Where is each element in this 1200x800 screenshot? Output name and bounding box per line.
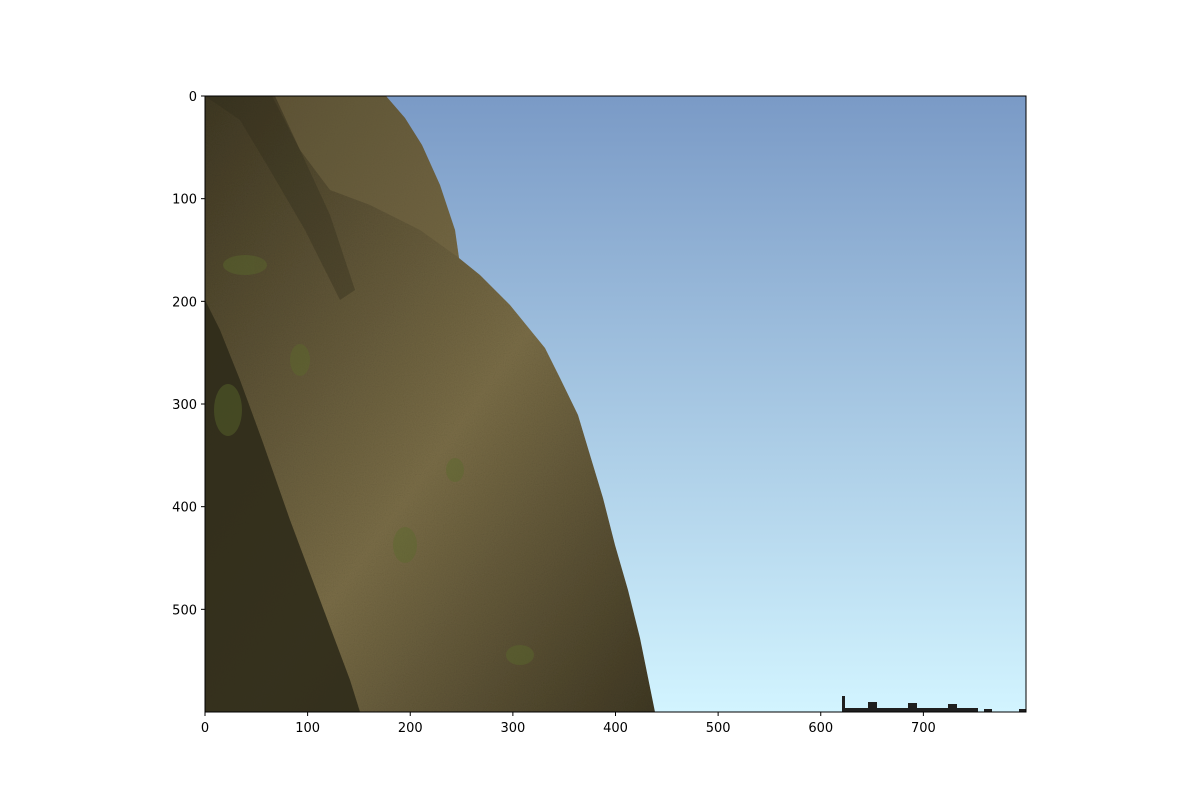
y-tick-label: 100 <box>172 193 197 208</box>
x-tick-label: 600 <box>808 721 833 736</box>
plot-area <box>205 96 1026 712</box>
y-tick-label: 200 <box>172 295 197 310</box>
x-tick-label: 500 <box>706 721 731 736</box>
cliff-main <box>205 96 655 712</box>
x-tick-label: 700 <box>911 721 936 736</box>
y-tick-label: 0 <box>189 90 197 105</box>
y-axis: 0 100 200 300 400 500 <box>172 90 205 618</box>
cliff-ridge <box>275 96 459 258</box>
x-axis: 0 100 200 300 400 500 600 700 <box>201 712 936 736</box>
y-tick-label: 300 <box>172 398 197 413</box>
moss-patches <box>214 255 534 665</box>
x-tick-label: 0 <box>201 721 209 736</box>
cliff-shadow <box>205 300 360 712</box>
y-tick-label: 500 <box>172 603 197 618</box>
x-tick-label: 400 <box>603 721 628 736</box>
cliff-streak <box>205 96 355 300</box>
x-tick-label: 100 <box>295 721 320 736</box>
y-tick-label: 400 <box>172 501 197 516</box>
x-tick-label: 200 <box>398 721 423 736</box>
x-tick-label: 300 <box>500 721 525 736</box>
horizon-structures <box>842 696 1026 712</box>
